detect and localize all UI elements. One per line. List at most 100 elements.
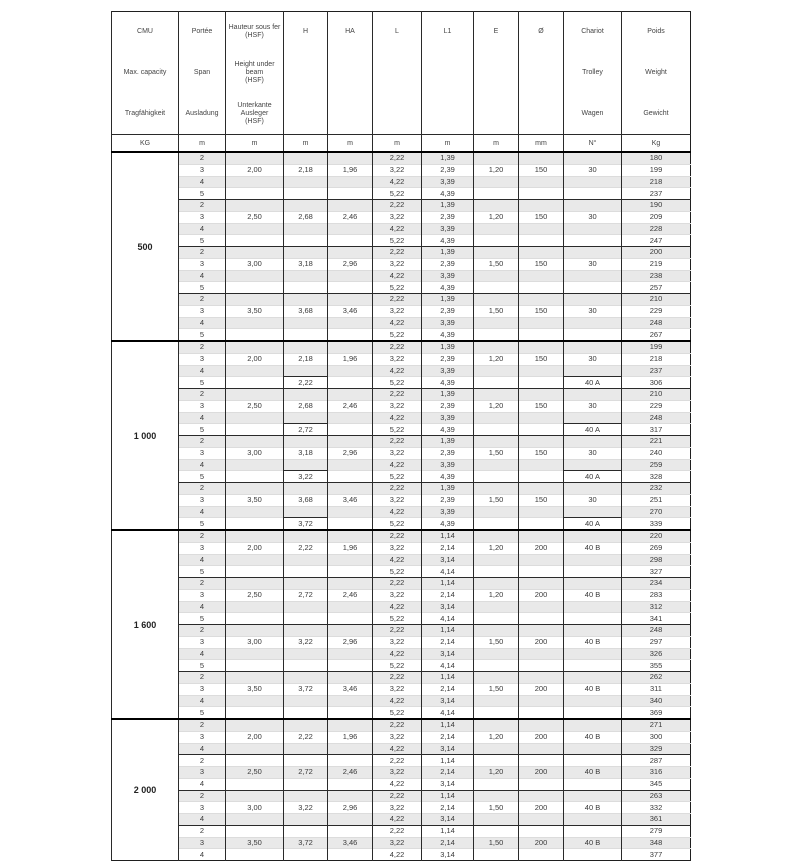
cell-chariot bbox=[563, 813, 622, 826]
cell-l1: 4,39 bbox=[421, 376, 474, 389]
table-row: 2 2,22 1,14 262 bbox=[112, 671, 691, 684]
table-row: 3 3,00 3,22 2,96 3,22 2,14 1,50 200 40 B 297 bbox=[112, 635, 691, 648]
cell-poids: 279 bbox=[621, 824, 691, 837]
cell-portee: 5 bbox=[178, 706, 226, 719]
cell-poids: 218 bbox=[621, 352, 691, 365]
cell-e bbox=[473, 694, 519, 707]
cell-h bbox=[283, 789, 328, 802]
cell-chariot bbox=[563, 671, 622, 684]
cell-portee: 4 bbox=[178, 269, 226, 282]
cell-l1: 4,39 bbox=[421, 517, 474, 530]
cell-diameter bbox=[518, 659, 564, 672]
cell-chariot bbox=[563, 553, 622, 566]
cell-e: 1,50 bbox=[473, 493, 519, 506]
cell-h bbox=[283, 269, 328, 282]
cell-portee: 5 bbox=[178, 470, 226, 483]
cell-diameter bbox=[518, 565, 564, 578]
cell-portee: 2 bbox=[178, 293, 226, 306]
cell-diameter bbox=[518, 528, 564, 543]
cell-l: 4,22 bbox=[372, 694, 422, 707]
cell-diameter: 200 bbox=[518, 766, 564, 779]
cell-diameter bbox=[518, 269, 564, 282]
cell-poids: 326 bbox=[621, 647, 691, 660]
table-row: 3 2,00 2,18 1,96 3,22 2,39 1,20 150 30 218 bbox=[112, 352, 691, 365]
table-row: 1 000 2 2,22 1,39 199 bbox=[111, 339, 691, 530]
cell-chariot bbox=[563, 824, 622, 837]
cell-portee: 2 bbox=[178, 528, 226, 543]
cell-h bbox=[283, 717, 328, 732]
cell-hsf: 2,00 bbox=[225, 730, 284, 743]
cell-diameter bbox=[518, 187, 564, 200]
cell-l1: 1,39 bbox=[421, 482, 474, 495]
cell-e: 1,50 bbox=[473, 257, 519, 270]
cell-ha: 3,46 bbox=[327, 304, 373, 317]
cell-h bbox=[283, 671, 328, 684]
cell-chariot bbox=[563, 339, 622, 354]
cell-hsf bbox=[225, 376, 284, 389]
column-header-portee: Portée Span Ausladung bbox=[178, 11, 226, 135]
cell-e bbox=[473, 848, 519, 861]
cell-ha bbox=[327, 423, 373, 436]
cell-h bbox=[283, 694, 328, 707]
cell-portee: 3 bbox=[178, 304, 226, 317]
cell-diameter: 150 bbox=[518, 210, 564, 223]
cell-l1: 2,14 bbox=[421, 635, 474, 648]
cell-portee: 3 bbox=[178, 446, 226, 459]
cell-diameter bbox=[518, 517, 564, 530]
cell-poids: 247 bbox=[621, 234, 691, 247]
cell-ha bbox=[327, 505, 373, 518]
cell-l: 3,22 bbox=[372, 588, 422, 601]
table-row: 3 3,50 3,68 3,46 3,22 2,39 1,50 150 30 251 bbox=[112, 493, 691, 506]
cell-h: 3,68 bbox=[283, 493, 328, 506]
cell-poids: 269 bbox=[621, 541, 691, 554]
cell-l1: 4,14 bbox=[421, 565, 474, 578]
cell-diameter bbox=[518, 281, 564, 294]
cell-l: 5,22 bbox=[372, 423, 422, 436]
cell-chariot: 30 bbox=[563, 210, 622, 223]
cell-ha bbox=[327, 388, 373, 401]
cell-e bbox=[473, 222, 519, 235]
cell-ha bbox=[327, 222, 373, 235]
cell-hsf: 3,50 bbox=[225, 682, 284, 695]
cell-hsf bbox=[225, 848, 284, 861]
cell-diameter bbox=[518, 505, 564, 518]
cell-ha bbox=[327, 435, 373, 448]
table-row: 4 4,22 3,14 312 bbox=[112, 600, 691, 613]
cell-l: 5,22 bbox=[372, 187, 422, 200]
cell-l: 2,22 bbox=[372, 150, 422, 165]
cell-l1: 1,14 bbox=[421, 789, 474, 802]
cell-chariot: 40 A bbox=[563, 517, 622, 530]
cell-diameter: 200 bbox=[518, 588, 564, 601]
cell-chariot: 40 A bbox=[563, 470, 622, 483]
table-row: 5 5,22 4,39 247 bbox=[112, 234, 691, 247]
cell-hsf bbox=[225, 612, 284, 625]
cell-hsf bbox=[225, 505, 284, 518]
column-header-h: H bbox=[283, 11, 328, 135]
cell-diameter bbox=[518, 293, 564, 306]
cell-e bbox=[473, 234, 519, 247]
cell-hsf bbox=[225, 222, 284, 235]
cell-poids: 228 bbox=[621, 222, 691, 235]
cell-poids: 340 bbox=[621, 694, 691, 707]
cell-e bbox=[473, 411, 519, 424]
cell-diameter: 150 bbox=[518, 257, 564, 270]
cell-ha bbox=[327, 470, 373, 483]
header-label-portee-de: Ausladung bbox=[185, 109, 219, 117]
cell-portee: 3 bbox=[178, 588, 226, 601]
cell-diameter: 150 bbox=[518, 304, 564, 317]
cell-h bbox=[283, 150, 328, 165]
cell-l1: 3,14 bbox=[421, 600, 474, 613]
cell-l: 3,22 bbox=[372, 730, 422, 743]
cell-l: 5,22 bbox=[372, 517, 422, 530]
cell-l1: 2,14 bbox=[421, 588, 474, 601]
cell-e: 1,50 bbox=[473, 801, 519, 814]
cell-diameter bbox=[518, 199, 564, 212]
cell-l: 4,22 bbox=[372, 175, 422, 188]
cell-e bbox=[473, 388, 519, 401]
cell-h bbox=[283, 328, 328, 341]
table-row: 5 5,22 4,14 369 bbox=[112, 706, 691, 719]
cell-l: 5,22 bbox=[372, 612, 422, 625]
cell-diameter: 150 bbox=[518, 163, 564, 176]
cell-ha bbox=[327, 528, 373, 543]
cell-chariot bbox=[563, 612, 622, 625]
